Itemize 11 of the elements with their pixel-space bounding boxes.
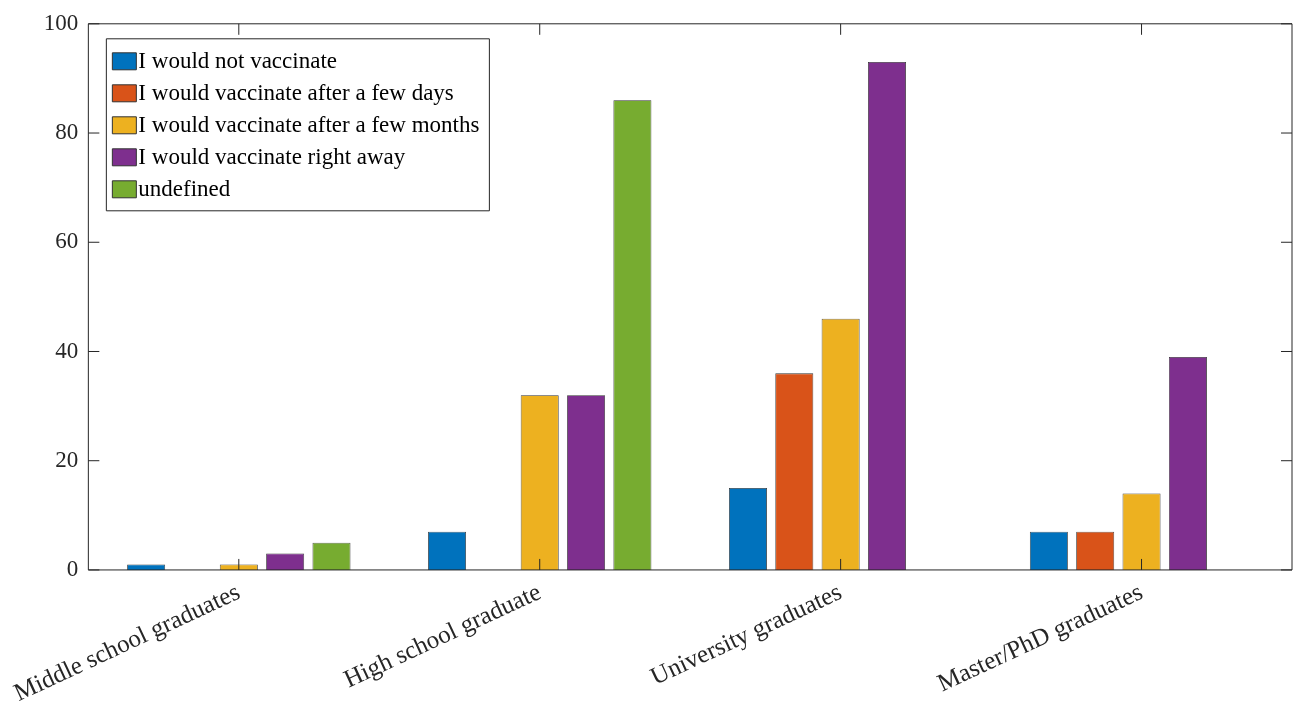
y-tick-label: 100 [43, 9, 79, 35]
legend-label: I would vaccinate after a few months [138, 111, 480, 137]
legend-label: I would not vaccinate [138, 47, 337, 73]
y-tick-label: 0 [66, 555, 79, 581]
y-tick-label: 60 [55, 228, 79, 254]
legend-label: I would vaccinate right away [138, 143, 406, 169]
y-tick-label: 80 [55, 119, 79, 145]
legend-label: I would vaccinate after a few days [138, 79, 454, 105]
legend-label: undefined [138, 175, 231, 201]
y-tick-label: 40 [55, 337, 79, 363]
y-tick-label: 20 [55, 446, 79, 472]
